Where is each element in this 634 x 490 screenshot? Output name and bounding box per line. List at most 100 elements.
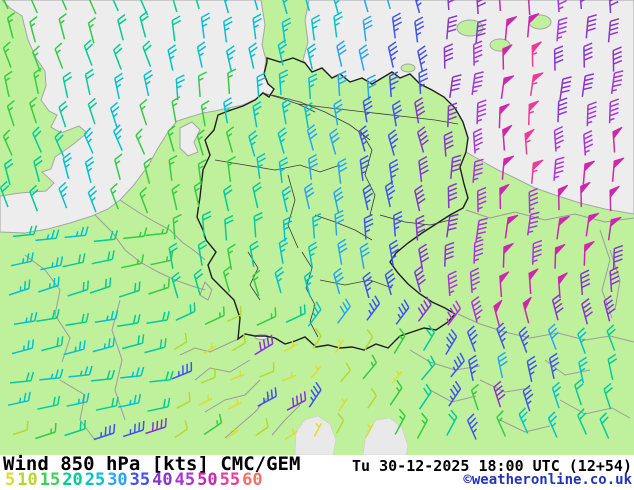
wind-barb [168,154,178,181]
wind-barb-pennant [580,181,591,195]
wind-barb [553,156,565,181]
wind-barb [139,98,148,126]
wind-barb [282,0,289,15]
wind-barb [612,244,624,270]
wind-barb [64,226,89,239]
wind-barb [35,422,57,440]
wind-barb [553,126,564,152]
wind-barb [417,45,428,72]
wind-barb [33,67,42,95]
legend-value-20: 20 [62,470,83,490]
wind-barb [109,101,120,129]
wind-barb [176,392,191,409]
alps-snowfield [362,417,409,455]
wind-barb [114,153,123,180]
legend-value-5: 5 [5,470,16,490]
wind-barb [87,17,97,44]
wind-barb [139,186,149,214]
wind-barb [6,12,16,39]
wind-barb [117,14,127,41]
wind-barb [252,13,262,40]
wind-barb [171,271,181,299]
wind-map[interactable] [0,0,634,455]
wind-barb [109,182,119,210]
wind-barb-pennant [531,72,544,84]
wind-barb [476,0,487,15]
wind-barb [303,270,314,298]
wind-barb [222,184,233,212]
wind-barb [198,395,213,406]
wind-barb [39,368,64,381]
legend-value-45: 45 [174,470,196,490]
wind-barb [274,266,285,294]
wind-barb [473,238,484,264]
wind-barb [470,383,479,411]
wind-barb [40,256,64,271]
wind-barb [139,10,149,38]
wind-barb-pennant [528,268,539,282]
wind-barb [167,125,176,152]
wind-barb [362,96,373,123]
wind-barb [476,186,487,213]
wind-barb-pennant [502,155,515,168]
wind-barb [493,380,506,408]
wind-barb [149,370,174,383]
wind-barb [472,158,484,183]
wind-barb [135,128,146,155]
wind-barb [249,240,259,267]
wind-barb [87,185,98,213]
wind-barb [337,70,348,96]
wind-barb [3,70,13,98]
wind-barb [303,102,314,129]
wind-barb [256,152,266,179]
ijsselmeer-lake [179,121,201,157]
wind-barb [282,215,293,242]
wind-barb [612,46,623,72]
wind-barb [147,397,171,412]
legend-value-25: 25 [84,470,106,490]
wind-barb [470,296,483,323]
wind-barb-pennant [554,243,566,257]
wind-barb [450,352,465,378]
wind-barb-pennant [532,159,544,172]
wind-barb [171,15,182,42]
wind-barb [171,362,193,380]
wind-barb [253,211,263,238]
wind-barb [197,239,208,266]
wind-barb [414,97,426,124]
wind-barb [284,428,298,441]
wind-barb-pennant [557,272,568,286]
wind-barb [391,100,403,127]
legend-scale: 5 10 15 20 25 30 35 40 45 50 55 60 [5,471,263,489]
wind-barb [68,365,93,378]
legend-value-55: 55 [219,470,241,490]
wind-barb [225,427,240,440]
wind-barb [364,329,374,350]
wind-barb [498,0,502,12]
wind-barb-pennant [528,100,540,113]
wind-barb [225,126,235,153]
wind-barb [333,99,344,126]
wind-barb [122,334,145,350]
wind-barb-pennant [583,160,596,173]
wind-barb [37,395,61,410]
wind-barb [84,156,95,183]
wind-barb [121,254,145,269]
wind-barb [518,326,530,353]
wind-barb-pennant [528,0,531,3]
wind-barb-pennant [587,212,600,224]
wind-barb [35,229,60,242]
wind-barb [224,214,234,241]
wind-barb [443,43,454,69]
wind-barb [93,230,119,243]
wind-barb [62,152,72,179]
wind-barb [281,98,292,125]
wind-barb [444,241,455,267]
wind-barb [394,408,406,435]
wind-barb [476,99,487,125]
wind-barb [308,73,318,99]
wind-barb [312,212,322,239]
wind-barb [58,100,68,128]
legend-value-15: 15 [39,470,61,490]
wind-barb [171,96,181,123]
